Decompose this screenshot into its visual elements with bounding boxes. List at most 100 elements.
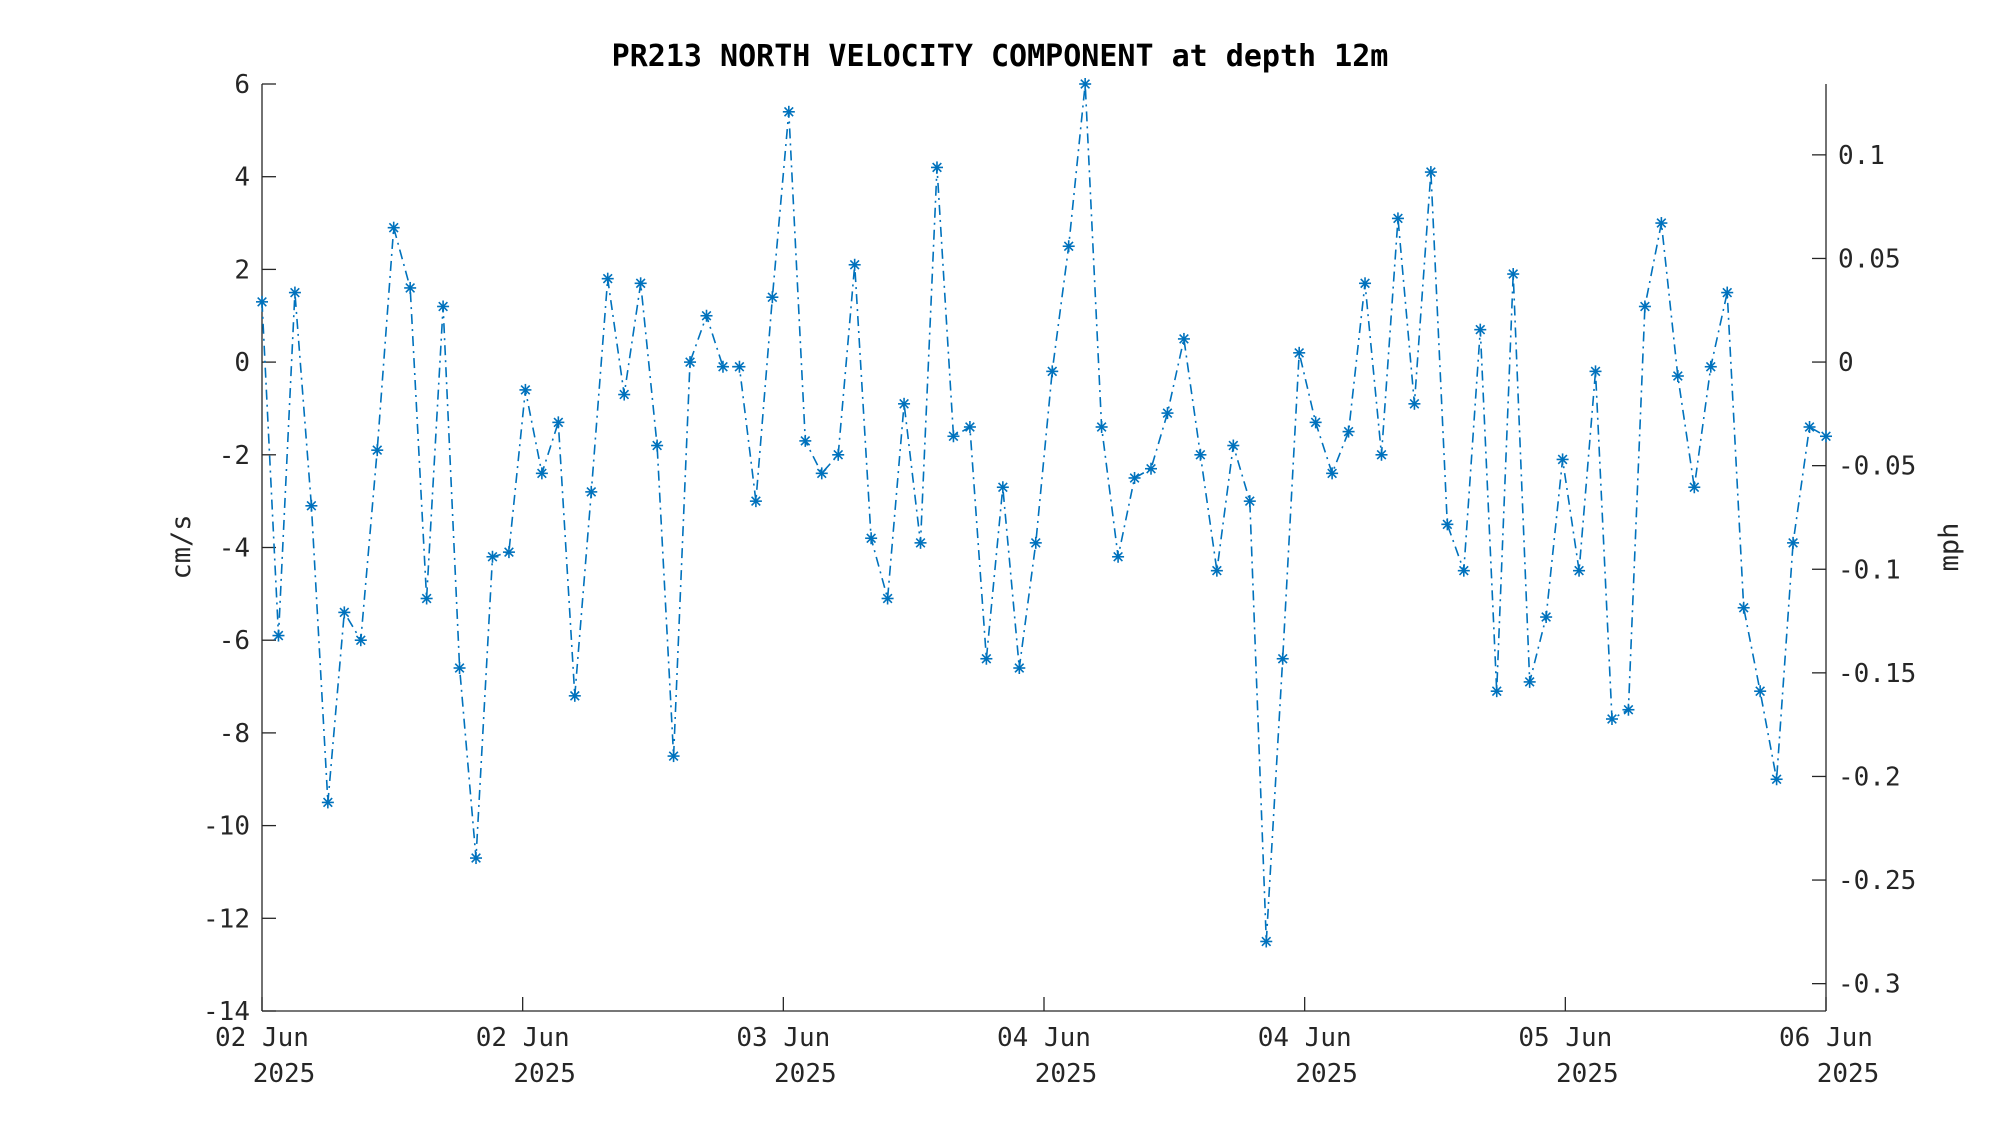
y2-tick-label: 0.1: [1838, 141, 1885, 171]
data-point: [1770, 773, 1783, 786]
data-point: [1671, 370, 1684, 383]
data-point: [305, 499, 318, 512]
data-point: [618, 388, 631, 401]
y-tick-label: 0: [234, 348, 250, 378]
data-point: [815, 467, 828, 480]
x-axis-ticks: 02 Jun 2025 02 Jun 2025 03 Jun 2025 04 Jun 2025…: [215, 997, 1879, 1089]
y-tick-label: -12: [203, 904, 250, 934]
x-tick-label-year: 2025: [253, 1059, 316, 1089]
data-point: [453, 662, 466, 675]
y-tick-label: -14: [203, 997, 250, 1027]
x-tick-label: 03 Jun: [736, 1023, 830, 1053]
data-point: [1507, 268, 1520, 281]
x-tick-label-year: 2025: [1295, 1059, 1358, 1089]
data-point: [667, 750, 680, 763]
data-point: [437, 300, 450, 313]
x-tick-label: 02 Jun: [476, 1023, 570, 1053]
y2-tick-label: -0.25: [1838, 866, 1916, 896]
data-point: [1013, 662, 1026, 675]
data-point: [585, 485, 598, 498]
y2-tick-label: 0: [1838, 348, 1854, 378]
data-point: [651, 439, 664, 452]
y-axis-ticks: -14 -12 -10 -8 -6 -4 -2 0 2 4 6: [203, 70, 276, 1027]
data-point: [387, 221, 400, 234]
y-tick-label: -2: [219, 441, 250, 471]
data-point: [1243, 495, 1256, 508]
data-point: [1227, 439, 1240, 452]
data-point: [1128, 471, 1141, 484]
data-point: [684, 356, 697, 369]
data-point: [1787, 536, 1800, 549]
data-point: [1309, 416, 1322, 429]
data-point: [1523, 675, 1536, 688]
y2-tick-label: -0.1: [1838, 555, 1901, 585]
y2-tick-label: 0.05: [1838, 244, 1901, 274]
data-point: [1408, 397, 1421, 410]
data-point: [1391, 212, 1404, 225]
data-point: [947, 430, 960, 443]
data-point: [371, 444, 384, 457]
y2-tick-label: -0.3: [1838, 970, 1901, 1000]
y-axis-label: cm/s: [166, 514, 197, 579]
data-point: [535, 467, 548, 480]
data-point: [1424, 166, 1437, 179]
data-point: [470, 852, 483, 865]
data-point: [1457, 564, 1470, 577]
plot-axes: [261, 84, 1827, 1012]
data-point: [1177, 332, 1190, 345]
y-tick-label: -4: [219, 534, 250, 564]
data-point: [1375, 448, 1388, 461]
data-point: [272, 629, 285, 642]
data-point: [1721, 286, 1734, 299]
data-point: [404, 281, 417, 294]
data-point: [1112, 550, 1125, 563]
data-point: [1342, 425, 1355, 438]
data-point: [1737, 601, 1750, 614]
data-point: [420, 592, 433, 605]
data-point: [766, 291, 779, 304]
data-point: [832, 448, 845, 461]
data-point: [321, 796, 334, 809]
data-point: [288, 286, 301, 299]
x-tick-label: 05 Jun: [1518, 1023, 1612, 1053]
data-point: [1622, 703, 1635, 716]
data-point: [1260, 935, 1273, 948]
data-point: [1474, 323, 1487, 336]
data-point: [1062, 240, 1075, 253]
series-layer: [256, 78, 1832, 948]
data-point: [881, 592, 894, 605]
data-point: [256, 295, 268, 308]
data-point: [1359, 277, 1372, 290]
x-tick-label: 06 Jun: [1779, 1023, 1873, 1053]
data-point: [634, 277, 647, 290]
y2-axis-ticks: -0.3 -0.25 -0.2 -0.15 -0.1 -0.05 0 0.05 0.1: [1812, 141, 1916, 1000]
series-line: [261, 83, 1827, 942]
data-point: [1210, 564, 1223, 577]
data-point: [1704, 360, 1717, 373]
y-tick-label: 4: [234, 163, 250, 193]
y2-tick-label: -0.05: [1838, 452, 1916, 482]
data-point: [996, 481, 1009, 494]
data-point: [716, 360, 729, 373]
x-tick-label-year: 2025: [1035, 1059, 1098, 1089]
x-tick-label: 02 Jun: [215, 1023, 309, 1053]
x-tick-label-year: 2025: [1817, 1059, 1880, 1089]
data-point: [914, 536, 927, 549]
y-tick-label: 2: [234, 255, 250, 285]
data-point: [338, 606, 351, 619]
data-point: [1803, 420, 1816, 433]
data-point: [1095, 420, 1108, 433]
data-point: [1145, 462, 1158, 475]
data-point: [1754, 685, 1767, 698]
data-point: [1441, 518, 1454, 531]
y2-tick-label: -0.2: [1838, 762, 1901, 792]
x-tick-label-year: 2025: [1556, 1059, 1619, 1089]
data-point: [749, 495, 762, 508]
data-point: [898, 397, 911, 410]
data-point: [519, 383, 532, 396]
data-point: [782, 105, 795, 118]
data-point: [848, 258, 861, 271]
data-point: [1079, 78, 1092, 90]
data-point: [1490, 685, 1503, 698]
